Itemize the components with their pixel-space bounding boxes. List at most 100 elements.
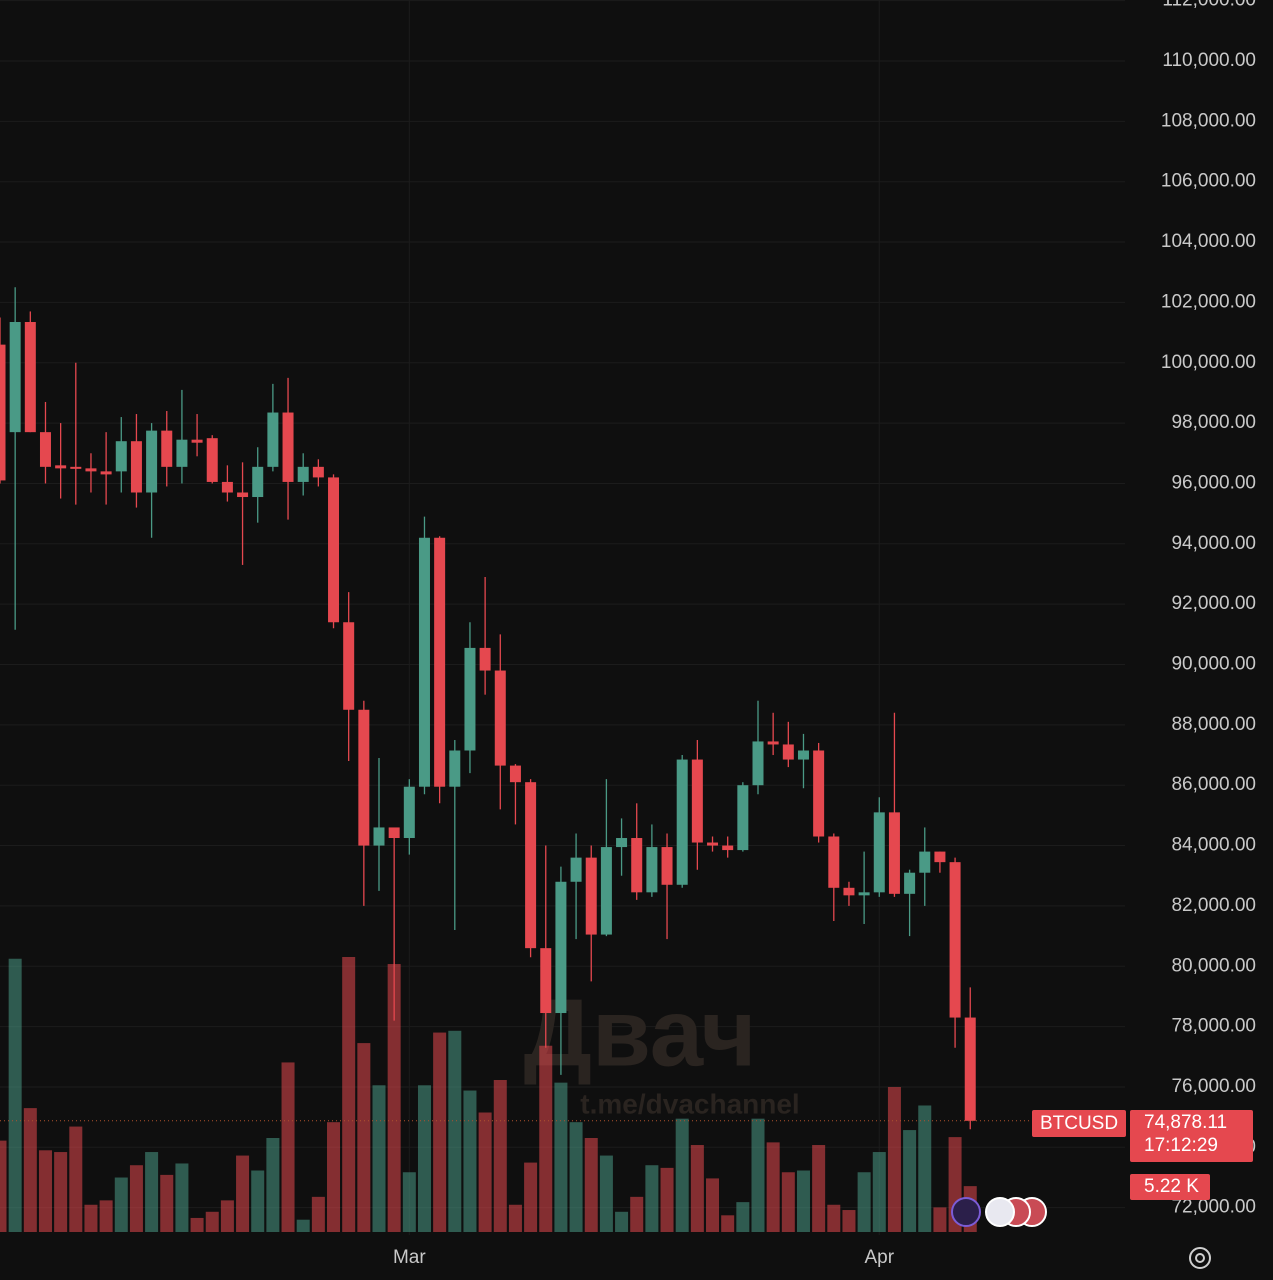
candle-body [691,759,703,843]
candle-body [540,948,552,1014]
candle-body [434,537,446,787]
candle-body [752,741,764,786]
candle-body [737,785,749,851]
y-tick-label: 102,000.00 [1161,291,1256,312]
candle-body [676,759,688,885]
settings-icon[interactable] [1189,1247,1211,1269]
candle-body [934,851,946,863]
x-tick-label: Apr [864,1247,894,1268]
volume-bar [23,1108,37,1232]
y-tick-label: 110,000.00 [1162,50,1256,71]
volume-bar [675,1118,689,1232]
candle-body [343,622,355,710]
volume-bar [311,1196,325,1232]
candle-body [100,471,112,475]
candle-body [388,827,400,839]
volume-bar [175,1163,189,1232]
volume-bar [660,1167,674,1232]
candle-body [479,647,491,671]
grid [0,0,1125,1235]
gear-center[interactable] [1195,1253,1205,1263]
volume-bar [327,1122,341,1232]
candle-body [964,1017,976,1121]
candle-body [782,744,794,760]
candle-body [464,647,476,751]
volume-bar [645,1165,659,1232]
candle-body [0,344,6,481]
event-icon[interactable] [985,1197,1015,1227]
candle-body [403,786,415,839]
volume-tag-box [1130,1174,1210,1200]
volume-bar [918,1105,932,1232]
volume-bar [114,1177,128,1232]
volume-bar [508,1204,522,1232]
volume-bar [630,1196,644,1232]
volume-bar [8,958,22,1232]
candle-body [631,838,643,893]
candle-body [555,881,567,1014]
candle-body [312,466,324,478]
axes: 72,000.0074,000.0076,000.0078,000.0080,0… [0,0,1256,1268]
candle-body [206,438,218,482]
volume-bar [463,1090,477,1232]
y-tick-label: 112,000.00 [1162,0,1256,11]
volume-bar [251,1170,265,1232]
candle-body [55,465,67,469]
candle-body [767,741,779,745]
event-icon[interactable] [951,1197,981,1227]
candles [0,287,976,1130]
volume-bar [690,1145,704,1232]
candle-body [919,851,931,873]
volume-bar [296,1219,310,1232]
candle-body [176,439,188,467]
volume-bar [205,1211,219,1232]
volume-bar [766,1142,780,1232]
candle-body [570,857,582,882]
candle-body [373,827,385,846]
candle-body [904,872,916,894]
candle-body [858,892,870,896]
candle-body [191,439,203,443]
y-tick-label: 92,000.00 [1171,593,1256,614]
y-tick-label: 78,000.00 [1171,1016,1256,1037]
candle-body [813,750,825,837]
price-tag-time: 17:12:29 [1144,1135,1218,1156]
volume-bar [190,1217,204,1232]
volume-bar [903,1130,917,1232]
candle-body [722,845,734,851]
candle-body [282,412,294,482]
volume-bar [721,1215,735,1232]
candle-body [616,838,628,848]
candle-body [509,765,521,783]
volume-bar [84,1204,98,1232]
price-tag-box [1130,1110,1253,1162]
volume-bar [387,964,401,1232]
candle-body [888,812,900,894]
volume-bar [145,1152,159,1232]
volume-bar [554,1082,568,1232]
y-tick-label: 80,000.00 [1171,955,1256,976]
y-tick-label: 88,000.00 [1171,714,1256,735]
y-tick-label: 98,000.00 [1171,412,1256,433]
volume-bar [448,1030,462,1232]
volume-bar [569,1122,583,1232]
volume-bar [99,1200,113,1232]
candle-body [328,477,340,623]
volume-bar [736,1202,750,1232]
candle-body [494,670,506,766]
volume-bar [796,1170,810,1232]
volume-bar [220,1200,234,1232]
volume-bar [417,1085,431,1232]
candle-body [646,847,658,893]
volume-bar [615,1211,629,1232]
volume-bar [357,1043,371,1232]
y-tick-label: 106,000.00 [1161,171,1256,192]
watermark-subtitle: t.me/dvachannel [580,1088,799,1119]
event-icons[interactable] [951,1197,1047,1227]
candle-body [873,812,885,893]
volume-bar [0,1140,7,1232]
volume-bar [372,1085,386,1232]
gear[interactable] [1189,1247,1211,1269]
volume-tag: 5.22 K [1144,1176,1199,1197]
